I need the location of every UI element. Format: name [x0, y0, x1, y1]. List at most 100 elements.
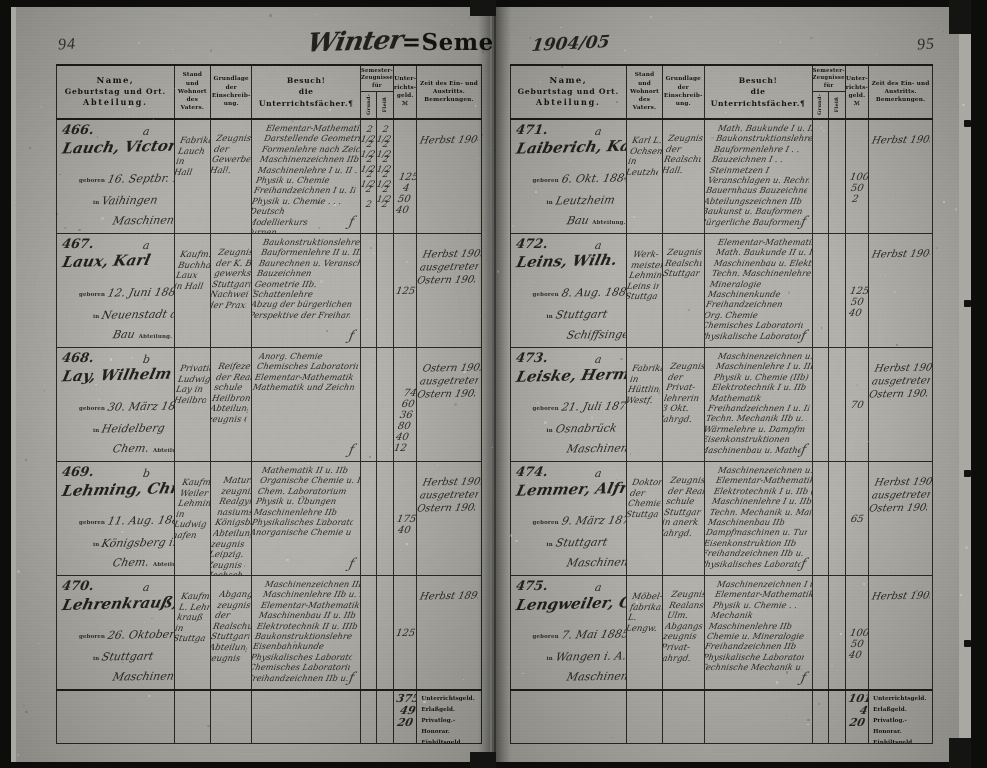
cell-father[interactable]: Kaufm. Buchhalter Laux in Hall [173, 232, 211, 348]
cell-subjects[interactable]: Elementar-Mathematik I u. IIbDarstellend… [251, 118, 361, 234]
fee-line-1: 4 50 [396, 182, 412, 205]
cell-tuition-fee[interactable]: 125 50 40 [844, 232, 870, 348]
cell-name-birth-section[interactable]: 471. a Laiberich, Karl geboren6. Okt. 1884 i… [509, 118, 627, 234]
cell-certificate-fleiss[interactable]: 2 1/2 2 1/2 2 1/2 2 1/2 2 1/2 2 [376, 118, 395, 234]
cell-remarks[interactable]: Herbst 1904. [416, 118, 482, 234]
cell-tuition-fee[interactable]: 175 40 [393, 460, 418, 576]
cell-remarks[interactable]: Herbst 1899. [416, 574, 482, 691]
cell-name-birth-section[interactable]: 474. a Lemmer, Alfred geboren9. März 1879 in… [509, 460, 627, 576]
register-entry-row[interactable]: 466. a Lauch, Victor geboren16. Septbr. 188… [56, 118, 482, 234]
basis-text: Zeugnis der Realschule Hall. [663, 134, 703, 176]
cell-father[interactable]: Kaufmann Weiler Lehming in Ludwigs-hafen [173, 460, 211, 576]
cell-tuition-fee[interactable]: 125 [393, 574, 418, 691]
cell-certificate-fleiss[interactable] [828, 346, 846, 462]
cell-subjects[interactable]: Anorg. Chemie Chemisches Laboratorium Elem… [251, 346, 361, 462]
register-entry-row[interactable]: 472. a Leins, Wilh. geboren8. Aug. 1885 in St… [509, 232, 933, 348]
cell-name-birth-section[interactable]: 467. a Laux, Karl geboren12. Juni 1882 inNeu… [56, 232, 175, 348]
cell-tuition-fee[interactable]: 65 [844, 460, 870, 576]
cell-name-birth-section[interactable]: 473. a Leiske, Hermann geboren21. Juli 1879… [509, 346, 627, 462]
cell-certificate-fleiss[interactable] [376, 232, 395, 348]
subject-line-0: Elementar-Mathematik I u. IIb [716, 236, 812, 247]
cell-certificate-grundsaetze[interactable] [811, 574, 830, 691]
cell-remarks[interactable]: Herbst 1903. ausgetreten Ostern 1905 [416, 232, 482, 348]
cell-enrollment-basis[interactable]: Zeugnis derRealanstaltUlm.Abgangs-zeugni… [662, 574, 705, 691]
cell-father[interactable]: Fabrikant Lauch in Hall [173, 118, 211, 234]
cell-name-birth-section[interactable]: 466. a Lauch, Victor geboren16. Septbr. 188… [56, 118, 175, 234]
cell-father[interactable]: Möbel-fabrikant L. Lengw. [625, 574, 664, 691]
cell-subjects[interactable]: Baukonstruktionslehre II u. IIbBauformen… [251, 232, 361, 348]
cell-subjects[interactable]: Mathematik II u. IIb Organische Chemie u.… [251, 460, 361, 576]
register-entry-row[interactable]: 469. b Lehming, Christof geboren11. Aug. 18… [56, 460, 482, 576]
cell-certificate-grundsaetze[interactable] [359, 460, 378, 576]
cell-enrollment-basis[interactable]: Zeugnis der Privat-lehrerin 3 Okt. Jahrgd. [662, 346, 705, 462]
cell-certificate-fleiss[interactable] [376, 574, 395, 691]
cell-name-birth-section[interactable]: 468. b Lay, Wilhelm geboren30. März 1888 inH… [56, 346, 175, 462]
cell-tuition-fee[interactable]: 100 50 40 [844, 574, 870, 691]
register-entry-row[interactable]: 471. a Laiberich, Karl geboren6. Okt. 1884 i… [509, 118, 933, 234]
cell-tuition-fee[interactable]: 125 4 50 40 [393, 118, 418, 234]
cell-remarks[interactable]: Herbst 1903. [868, 118, 933, 234]
cell-certificate-grundsaetze[interactable] [811, 346, 830, 462]
cell-father[interactable]: Fabrikant in Hüttlingen Westf. [625, 346, 664, 462]
cell-remarks[interactable]: Herbst 1903. [868, 574, 933, 691]
cell-name-birth-section[interactable]: 469. b Lehming, Christof geboren11. Aug. 18… [56, 460, 175, 576]
cell-subjects[interactable]: Math. Baukunde I u. IIb Baukonstruktionsl… [703, 118, 813, 234]
cell-certificate-fleiss[interactable] [828, 118, 846, 234]
cell-subjects[interactable]: Maschinenzeichnen u. EntwerfenElementar-… [703, 460, 813, 576]
cell-enrollment-basis[interactable]: Zeugnis der Real-schule Stuttgart in anerk.… [662, 460, 705, 576]
cell-certificate-grundsaetze[interactable] [811, 118, 830, 234]
cell-father[interactable]: Karl L. Ochsen-in Leutzheim [625, 118, 664, 234]
cell-certificate-fleiss[interactable] [828, 232, 846, 348]
register-entry-row[interactable]: 467. a Laux, Karl geboren12. Juni 1882 inNeu… [56, 232, 482, 348]
cell-subjects[interactable]: Maschinenzeichnen I u. IIbElementar-Math… [703, 574, 813, 691]
cell-subjects[interactable]: Maschinenzeichnen u. EntwerfenMaschinenl… [703, 346, 813, 462]
cell-subjects[interactable]: Maschinenzeichnen IIb u. IIIbMaschinenle… [251, 574, 361, 691]
basis-line-0: Zeugnis [217, 247, 252, 258]
cell-tuition-fee[interactable]: 125 [393, 232, 418, 348]
subject-line-0: Maschinenzeichnen IIb u. IIIb [264, 578, 360, 589]
cell-enrollment-basis[interactable]: Zeugnis der Gewerbeschule Hall. [209, 118, 253, 234]
cell-certificate-grundsaetze[interactable] [359, 232, 378, 348]
cell-remarks[interactable]: Herbst 1902. ausgetreten Ostern 1905. [868, 460, 933, 576]
cell-father[interactable]: Privatier Ludwig Lay in Heilbronn [173, 346, 211, 462]
cell-certificate-fleiss[interactable] [376, 346, 395, 462]
cell-name-birth-section[interactable]: 475. a Lengweiler, Gottlob geboren7. Mai 18… [509, 574, 627, 691]
cell-remarks[interactable]: Herbst 1902. ausgetreten Ostern 1905. [868, 346, 933, 462]
cell-remarks[interactable]: Ostern 1902. ausgetreten Ostern 1905. [416, 346, 482, 462]
cell-certificate-grundsaetze[interactable] [359, 346, 378, 462]
cell-enrollment-basis[interactable]: Abgangs-zeugnis der Realschule Stuttgart Abt… [209, 574, 253, 691]
subjects-text: Maschinenzeichnen I u. IIbElementar-Math… [705, 579, 812, 673]
cell-certificate-fleiss[interactable] [828, 574, 846, 691]
cell-enrollment-basis[interactable]: Zeugnis der K. Bau-gewerkschule Stuttgart.… [209, 232, 253, 348]
cell-father[interactable]: Kaufmann L. Lehren-krauß in Stuttgart [173, 574, 211, 691]
cell-certificate-grundsaetze[interactable]: 2 1/2 2 1/2 2 1/2 2 1/2 2 2 [359, 118, 378, 234]
col-remarks-line1: Zeit des Ein- und [420, 80, 478, 87]
cell-certificate-grundsaetze[interactable] [359, 574, 378, 691]
cell-enrollment-basis[interactable]: Reifezeugnis der Real-schule Heilbronn. Abt… [209, 346, 253, 462]
cell-certificate-fleiss[interactable] [828, 460, 846, 576]
register-entry-row[interactable]: 468. b Lay, Wilhelm geboren30. März 1888 inH… [56, 346, 482, 462]
register-entry-row[interactable]: 475. a Lengweiler, Gottlob geboren7. Mai 18… [509, 574, 933, 691]
register-entry-row[interactable]: 474. a Lemmer, Alfred geboren9. März 1879 in… [509, 460, 933, 576]
section-letter: a [594, 580, 603, 594]
cell-certificate-fleiss[interactable] [376, 460, 395, 576]
subjects-flourish: ƒ [347, 442, 356, 459]
cell-certificate-grundsaetze[interactable] [811, 460, 830, 576]
cell-tuition-fee[interactable]: 100 50 2 [844, 118, 870, 234]
cell-remarks[interactable]: Herbst 1904. [868, 232, 933, 348]
cell-certificate-grundsaetze[interactable] [811, 232, 830, 348]
cell-tuition-fee[interactable]: 74 60 36 80 40 12 [393, 346, 418, 462]
table-header-row: Name, Geburtstag und Ort. Abteilung. Sta… [56, 64, 482, 120]
register-entry-row[interactable]: 473. a Leiske, Hermann geboren21. Juli 1879… [509, 346, 933, 462]
cell-name-birth-section[interactable]: 472. a Leins, Wilh. geboren8. Aug. 1885 in St… [509, 232, 627, 348]
cell-enrollment-basis[interactable]: Maturitäts-zeugnis desRealgym-nasiumsKön… [209, 460, 253, 576]
cell-remarks[interactable]: Herbst 1902. ausgetreten Ostern 1905. [416, 460, 482, 576]
cell-enrollment-basis[interactable]: Zeugnis der Realschule Hall. [662, 118, 705, 234]
cell-tuition-fee[interactable]: 70 [844, 346, 870, 462]
